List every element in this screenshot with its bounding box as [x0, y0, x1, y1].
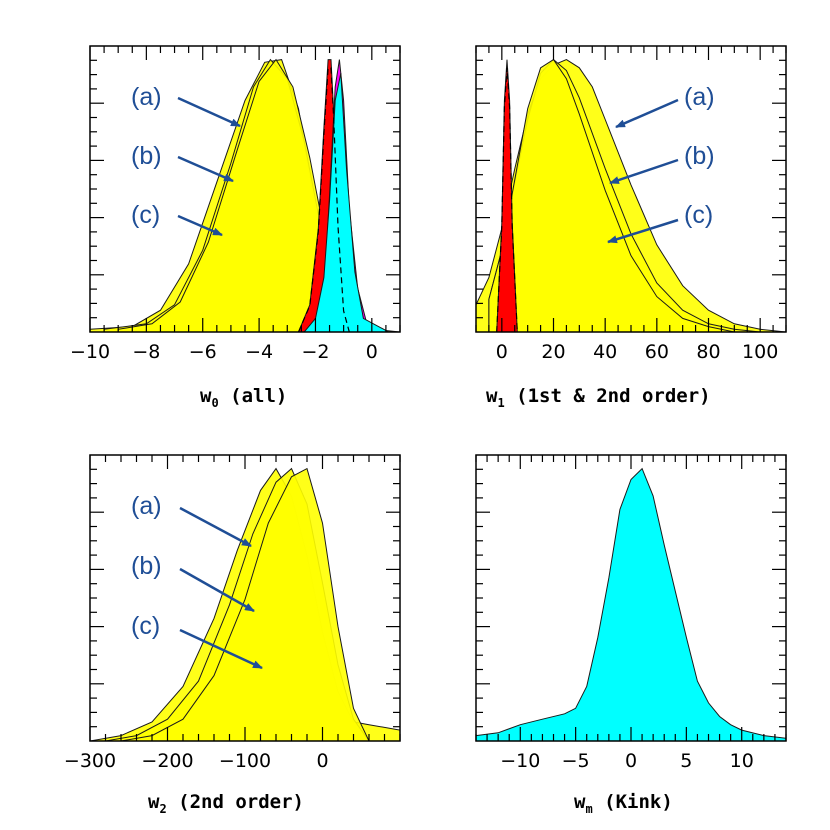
- tick-label-w0: −10: [70, 341, 110, 363]
- tick-label-w2: 0: [316, 750, 328, 772]
- tick-label-w2: −200: [141, 750, 193, 772]
- tick-label-wm: 10: [730, 750, 754, 772]
- series-wm-0: [476, 467, 786, 741]
- xlabel-w1: w1 (1st & 2nd order): [486, 385, 711, 410]
- arrow-c-w0: [177, 214, 223, 237]
- xlabel-w0: w0 (all): [200, 385, 287, 410]
- tick-label-wm: 0: [625, 750, 637, 772]
- annotation-c-w1: (c): [684, 201, 713, 229]
- arrow-a-w1: [615, 98, 679, 129]
- tick-label-w2: −100: [219, 750, 271, 772]
- arrow-b-w1: [609, 158, 679, 185]
- tick-label-wm: 5: [680, 750, 692, 772]
- panel-wm: −10 −5 0 5 10: [475, 454, 787, 772]
- dashed-w0-3: [297, 67, 350, 332]
- tick-label-w1: 60: [645, 341, 669, 363]
- tick-label-wm: −5: [562, 750, 590, 772]
- annotation-b-w1: (b): [684, 142, 715, 170]
- arrow-b-w0: [177, 155, 234, 183]
- arrow-a-w0: [177, 96, 241, 128]
- tick-label-w0: −6: [189, 341, 217, 363]
- arrow-b-w2: [179, 567, 255, 613]
- tick-label-wm: −10: [500, 750, 540, 772]
- annotation-c-w2: (c): [131, 612, 160, 640]
- annotation-a-w0: (a): [131, 83, 162, 111]
- annotation-a-w2: (a): [131, 492, 162, 520]
- plot-area-wm: [476, 467, 786, 741]
- plot-area-w0: [90, 58, 400, 332]
- arrow-c-w1: [607, 218, 679, 244]
- annotation-b-w0: (b): [131, 142, 162, 170]
- tick-label-w0: −4: [245, 341, 273, 363]
- dashed-w1-3: [496, 67, 518, 332]
- tick-label-w1: 80: [696, 341, 720, 363]
- xlabel-w2: w2 (2nd order): [148, 791, 304, 816]
- tick-label-w0: −8: [132, 341, 160, 363]
- tick-label-w0: −2: [301, 341, 329, 363]
- xlabel-wm: wm (Kink): [574, 791, 673, 816]
- annotation-b-w2: (b): [131, 552, 162, 580]
- annotation-a-w1: (a): [684, 83, 715, 111]
- annotation-c-w0: (c): [131, 201, 160, 229]
- tick-label-w1: 0: [496, 341, 508, 363]
- arrow-a-w2: [179, 506, 252, 548]
- tick-label-w2: −300: [64, 750, 116, 772]
- tick-label-w1: 20: [541, 341, 565, 363]
- tick-label-w1: 100: [742, 341, 778, 363]
- panel-w0: −10 −8 −6 −4 −2 0: [70, 45, 401, 363]
- arrow-c-w2: [179, 628, 263, 670]
- panel-w2: −300 −200 −100 0: [64, 454, 401, 772]
- panel-w1: 0 20 40 60 80 100: [475, 45, 787, 363]
- tick-label-w1: 40: [593, 341, 617, 363]
- plot-area-w1: [476, 58, 786, 332]
- tick-label-w0: 0: [366, 341, 378, 363]
